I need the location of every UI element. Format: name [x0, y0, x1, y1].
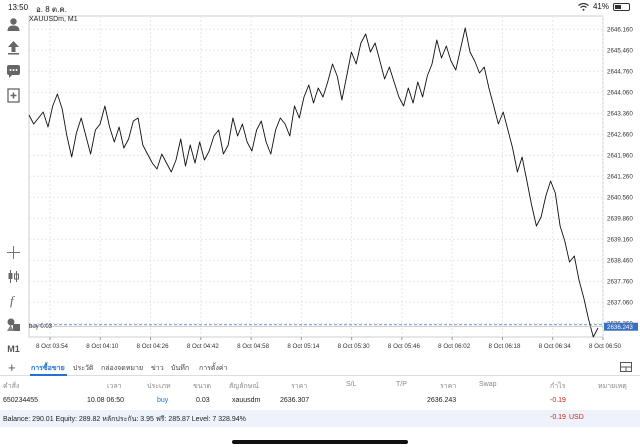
x-tick-label: 8 Oct 06:50 [589, 343, 622, 350]
position-order: 650234455 [3, 397, 39, 404]
y-tick-label: 2641.960 [607, 153, 633, 160]
x-tick-label: 8 Oct 04:26 [137, 343, 170, 350]
plot-frame [28, 15, 604, 338]
balance-summary: Balance: 290.01 Equity: 289.82 หลักประกั… [3, 416, 246, 423]
function-icon[interactable]: f [5, 292, 22, 309]
header-symbol: สัญลักษณ์ [229, 383, 259, 390]
y-tick-label: 2644.060 [607, 90, 633, 97]
y-tick-label: 2644.760 [607, 69, 633, 76]
candles-icon[interactable] [5, 268, 22, 285]
crosshair-icon[interactable] [5, 244, 22, 261]
price-chart[interactable]: 2646.160 2645.460 2644.760 2644.060 2643.360… [27, 14, 640, 357]
y-tick-label: 2641.260 [607, 174, 633, 181]
objects-icon[interactable] [5, 316, 22, 333]
position-symbol: xauusdm [232, 397, 261, 404]
header-type: ประเภท [147, 383, 171, 390]
panel-toggle-icon[interactable] [620, 362, 632, 372]
tab-journal[interactable]: บันทึก [171, 365, 190, 372]
y-tick-label: 2639.860 [607, 216, 633, 223]
x-tick-label: 8 Oct 04:10 [86, 343, 119, 350]
battery-percent: 41% [592, 2, 609, 11]
x-tick-label: 8 Oct 04:42 [187, 343, 220, 350]
tab-mailbox[interactable]: กล่องจดหมาย [101, 365, 144, 372]
y-tick-label: 2646.160 [607, 27, 633, 34]
currency-label: USD [569, 414, 584, 421]
upload-arrow-icon[interactable] [5, 39, 22, 56]
total-profit: -0.19 [550, 414, 566, 421]
position-current-price: 2636.243 [427, 397, 457, 404]
date: อ. 8 ต.ค. [36, 5, 67, 14]
header-size: ขนาด [193, 383, 212, 390]
x-tick-label: 8 Oct 05:46 [388, 343, 421, 350]
active-tab-indicator [30, 374, 67, 376]
position-size: 0.03 [196, 397, 210, 404]
header-tp: T/P [396, 381, 407, 388]
tab-trade[interactable]: การซื้อขาย [31, 365, 65, 372]
x-tick-label: 8 Oct 05:14 [287, 343, 320, 350]
y-tick-label: 2637.060 [607, 300, 633, 307]
current-price-tag [604, 322, 638, 331]
current-price-label: 2636.243 [607, 324, 633, 331]
tab-history[interactable]: ประวัติ [73, 365, 94, 372]
tab-settings[interactable]: การตั้งค่า [199, 365, 228, 372]
price-series-line [28, 27, 599, 338]
bottom-tabs: + การซื้อขาย ประวัติ กล่องจดหมาย ข่าว บั… [0, 358, 640, 376]
clock: 13:50 [8, 3, 29, 12]
header-comment: หมายเหตุ [598, 383, 627, 390]
y-tick-label: 2643.360 [607, 111, 633, 118]
position-time: 10.08 06:50 [87, 397, 124, 404]
header-order: คำสั่ง [3, 383, 20, 390]
table-row[interactable]: 650234455 10.08 06:50 buy 0.03 xauusdm 2… [0, 395, 640, 409]
chat-icon[interactable] [5, 63, 22, 80]
header-price: ราคา [291, 383, 308, 390]
buy-line-label: buy 0.03 [29, 324, 53, 330]
add-icon[interactable]: + [8, 360, 16, 375]
y-tick-label: 2637.760 [607, 279, 633, 286]
left-toolbar: f M1 [0, 14, 27, 357]
x-tick-label: 8 Oct 06:34 [539, 343, 572, 350]
wifi-icon [578, 2, 589, 11]
x-tick-label: 8 Oct 05:30 [338, 343, 371, 350]
svg-text:f: f [10, 293, 16, 308]
x-tick-label: 8 Oct 06:18 [488, 343, 521, 350]
tab-news[interactable]: ข่าว [151, 365, 164, 372]
position-profit: -0.19 [550, 397, 566, 404]
home-indicator [232, 440, 408, 444]
y-tick-label: 2638.460 [607, 258, 633, 265]
timeframe-button[interactable]: M1 [7, 343, 20, 354]
y-tick-label: 2639.160 [607, 237, 633, 244]
chart-symbol-label: XAUUSDm, M1 [29, 16, 78, 23]
balance-bar: Balance: 290.01 Equity: 289.82 หลักประกั… [0, 410, 640, 427]
status-bar: 13:50 อ. 8 ต.ค. 41% [0, 0, 640, 14]
price-chart-canvas[interactable]: 2646.160 2645.460 2644.760 2644.060 2643.360… [27, 14, 640, 357]
header-profit: กำไร [550, 383, 566, 390]
header-swap: Swap [479, 381, 497, 388]
y-tick-label: 2645.460 [607, 48, 633, 55]
x-tick-label: 8 Oct 03:54 [36, 343, 69, 350]
header-time: เวลา [107, 383, 122, 390]
y-tick-label: 2640.560 [607, 195, 633, 202]
header-sl: S/L [346, 381, 357, 388]
positions-header: คำสั่ง เวลา ประเภท ขนาด สัญลักษณ์ ราคา S… [0, 379, 640, 393]
y-tick-label: 2642.660 [607, 132, 633, 139]
position-open-price: 2636.307 [280, 397, 310, 404]
person-icon[interactable] [5, 16, 22, 33]
plus-document-icon[interactable] [5, 87, 22, 104]
x-tick-label: 8 Oct 06:02 [438, 343, 471, 350]
header-current-price: ราคา [440, 383, 457, 390]
battery-icon [613, 2, 630, 11]
position-type: buy [157, 397, 169, 404]
x-tick-label: 8 Oct 04:58 [237, 343, 270, 350]
